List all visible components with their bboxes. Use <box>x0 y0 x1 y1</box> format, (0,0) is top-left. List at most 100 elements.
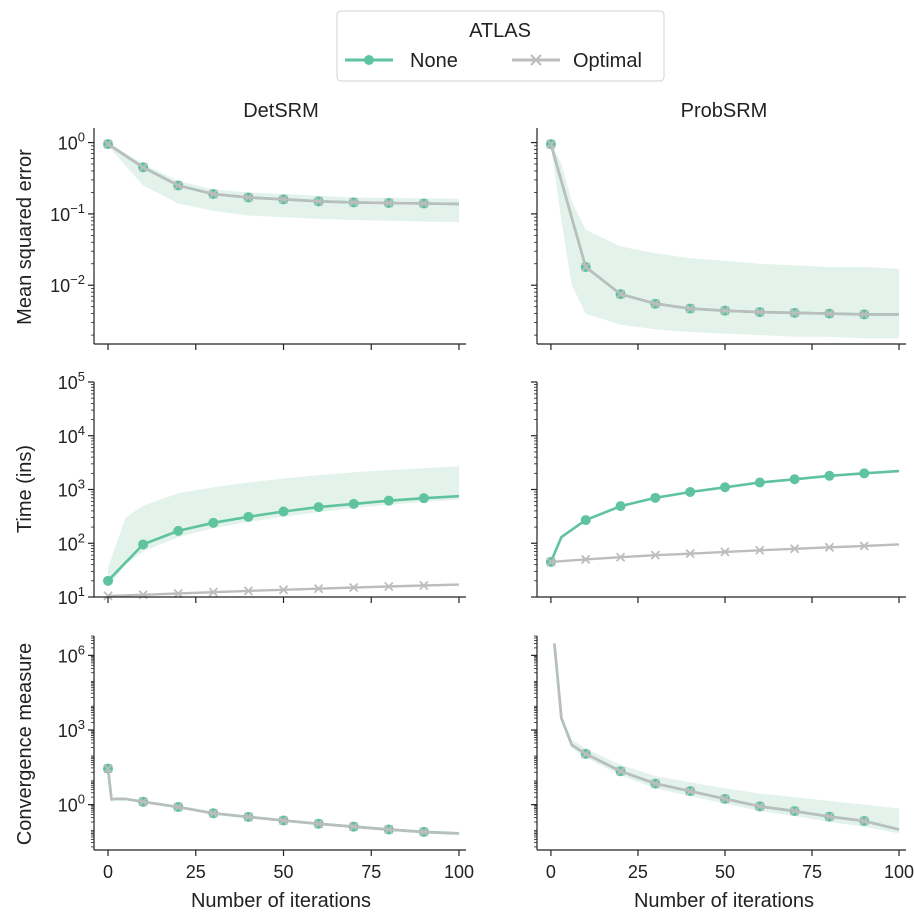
legend-optimal-marker <box>530 54 542 66</box>
series-point-optimal <box>720 794 730 804</box>
series-point-optimal <box>173 802 183 812</box>
series-point-none <box>383 495 394 506</box>
series-point-none <box>313 502 324 513</box>
series-point-optimal <box>685 786 695 796</box>
series-point-optimal <box>720 306 730 316</box>
series-point-optimal <box>650 778 660 789</box>
panel-6: 0 25 50 75 100 <box>531 635 914 882</box>
series-point-none <box>348 498 359 509</box>
series-point-optimal <box>824 308 835 319</box>
series-point-optimal <box>243 586 254 596</box>
series-point-optimal <box>650 299 660 309</box>
xlabel-right: Number of iterations <box>634 890 814 912</box>
series-point-none <box>754 477 765 488</box>
legend-frame <box>336 10 665 82</box>
series-point-optimal <box>138 797 148 807</box>
series-point-optimal <box>243 812 254 822</box>
series-point-none <box>418 493 429 504</box>
series-point-optimal <box>313 196 324 206</box>
panel-4 <box>531 381 906 603</box>
series-point-optimal <box>824 811 835 822</box>
series-point-optimal <box>349 197 359 208</box>
series-point-none <box>685 486 696 497</box>
legend-optimal-label: Optimal <box>573 50 642 72</box>
x-tick-label: 50 <box>273 862 293 882</box>
confidence-band <box>554 641 899 834</box>
series-point-optimal <box>615 289 626 299</box>
series-point-none <box>580 515 591 526</box>
confidence-band <box>108 466 459 588</box>
y-tick-label: 103 <box>58 717 85 741</box>
series-point-none <box>103 575 114 586</box>
series-point-optimal <box>546 139 556 149</box>
column-title-probsrm: ProbSRM <box>681 100 768 122</box>
confidence-band <box>550 142 899 339</box>
column-title-detsrm: DetSRM <box>243 100 319 122</box>
ylabel-time: Time (ins) <box>14 445 36 533</box>
series-point-optimal <box>824 542 835 552</box>
x-tick-label: 75 <box>361 862 381 882</box>
series-point-optimal <box>789 544 800 554</box>
series-point-optimal <box>208 189 218 199</box>
series-point-optimal <box>419 827 429 837</box>
y-tick-label: 101 <box>58 584 85 608</box>
series-point-optimal <box>278 585 289 595</box>
series-point-optimal <box>173 588 183 599</box>
x-tick-label: 75 <box>802 862 822 882</box>
series-point-optimal <box>313 584 324 594</box>
series-point-optimal <box>349 582 359 593</box>
series-point-optimal <box>349 822 359 832</box>
series-point-none <box>719 482 730 493</box>
x-tick-label: 100 <box>444 862 474 882</box>
series-point-optimal <box>685 303 695 314</box>
x-tick-label: 0 <box>546 862 556 882</box>
y-tick-label: 10−2 <box>50 272 85 296</box>
ylabel-convergence: Convergence measure <box>14 643 36 845</box>
legend-title: ATLAS <box>469 20 531 42</box>
series-point-optimal <box>208 808 218 818</box>
series-point-optimal <box>755 801 765 812</box>
series-point-optimal <box>720 547 730 557</box>
series-point-optimal <box>650 550 660 560</box>
series-point-none <box>278 506 289 517</box>
series-point-none <box>615 501 626 512</box>
legend-none-label: None <box>410 50 458 72</box>
y-tick-label: 10−1 <box>50 201 85 225</box>
y-tick-label: 105 <box>58 369 85 393</box>
series-point-optimal <box>615 766 626 776</box>
confidence-band <box>108 142 459 222</box>
series-point-none <box>859 468 870 479</box>
series-point-optimal <box>384 198 394 208</box>
y-tick-label: 106 <box>58 642 85 666</box>
series-point-optimal <box>313 819 324 829</box>
y-tick-label: 100 <box>58 130 85 154</box>
series-point-none <box>243 511 254 522</box>
series-point-optimal <box>173 180 183 191</box>
xlabel-left: Number of iterations <box>191 890 371 912</box>
series-point-none <box>650 492 661 503</box>
x-tick-label: 25 <box>628 862 648 882</box>
series-point-optimal <box>103 591 113 601</box>
series-point-optimal <box>384 824 394 835</box>
series-point-optimal <box>243 192 254 203</box>
x-tick-label: 0 <box>103 862 113 882</box>
series-point-none <box>138 539 149 550</box>
y-tick-label: 104 <box>58 423 85 447</box>
series-line-optimal <box>106 768 460 835</box>
legend-none-marker <box>364 55 374 65</box>
series-point-optimal <box>789 806 800 816</box>
series-point-none <box>824 470 835 481</box>
legend: ATLAS None Optimal <box>336 10 665 82</box>
series-point-optimal <box>138 162 148 172</box>
series-point-optimal <box>685 549 695 559</box>
series-point-optimal <box>581 262 591 272</box>
series-point-optimal <box>278 815 289 826</box>
series-point-optimal <box>546 557 556 567</box>
series-point-optimal <box>755 545 765 555</box>
y-tick-label: 100 <box>58 792 85 816</box>
series-point-optimal <box>581 554 591 565</box>
series-point-optimal <box>615 552 626 562</box>
series-point-none <box>173 525 184 536</box>
series-point-optimal <box>859 816 869 826</box>
series-point-none <box>208 517 219 528</box>
